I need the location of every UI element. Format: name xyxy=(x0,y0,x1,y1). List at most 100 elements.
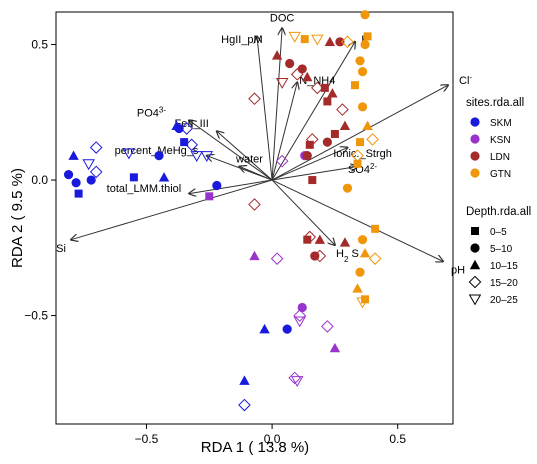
vector-arrow xyxy=(189,179,273,194)
data-point xyxy=(158,172,170,182)
data-point xyxy=(322,137,332,147)
legend-marker xyxy=(470,117,480,127)
legend-marker xyxy=(471,227,479,235)
data-point xyxy=(360,10,370,20)
data-point xyxy=(355,56,365,66)
vector-label: DOC xyxy=(270,12,295,24)
vector-label: SO42- xyxy=(348,162,377,177)
legend-title-depth: Depth.rda.all xyxy=(466,206,531,218)
data-point xyxy=(357,102,368,112)
legend-label: GTN xyxy=(490,169,511,180)
vector-arrow xyxy=(257,36,273,181)
data-point xyxy=(330,129,339,138)
vectors: DOCHgII_pMKCl-N_NH4PO43-FeII_IIIpercent_… xyxy=(56,12,472,276)
data-point xyxy=(300,35,309,44)
axes: −0.5 0.0 0.5 −0.5 0.0 0.5 xyxy=(24,38,406,446)
data-point xyxy=(248,92,261,106)
legend-label: 0–5 xyxy=(490,227,507,238)
data-point xyxy=(368,252,382,265)
legend: sites.rda.all SKM KSN LDN GTN Depth.rda.all 0–… xyxy=(466,97,531,306)
data-point xyxy=(360,39,370,50)
legend-marker xyxy=(470,151,480,161)
data-point xyxy=(314,234,326,244)
vector-label: pH xyxy=(451,265,465,277)
data-point xyxy=(122,148,136,160)
data-point xyxy=(238,398,251,412)
data-point xyxy=(249,250,260,261)
data-point xyxy=(356,138,365,147)
vector-label: PO43- xyxy=(137,105,166,120)
data-point xyxy=(282,324,292,334)
data-point xyxy=(275,77,289,89)
data-point xyxy=(351,81,360,90)
data-point xyxy=(174,123,184,134)
vector-arrow xyxy=(271,28,282,181)
data-point xyxy=(212,180,222,191)
vector-label: total_LMM.thiol xyxy=(107,183,182,195)
data-point xyxy=(308,176,317,185)
data-point xyxy=(290,376,304,388)
legend-label: 10–15 xyxy=(490,261,518,272)
legend-label: SKM xyxy=(490,118,512,129)
data-point xyxy=(321,320,334,333)
data-point xyxy=(239,375,250,385)
data-point xyxy=(180,138,189,147)
data-point xyxy=(311,34,324,46)
plot-frame xyxy=(55,11,454,425)
legend-title-sites: sites.rda.all xyxy=(466,97,524,109)
data-point xyxy=(339,120,351,131)
data-point xyxy=(259,323,270,334)
data-point xyxy=(324,36,336,47)
data-point xyxy=(342,183,353,193)
data-point xyxy=(89,141,103,154)
data-point xyxy=(327,88,338,98)
data-point xyxy=(129,173,138,182)
legend-label: KSN xyxy=(490,135,511,146)
legend-marker xyxy=(468,275,482,289)
vector-arrow xyxy=(271,179,443,261)
data-point xyxy=(86,175,96,185)
data-point xyxy=(248,198,261,211)
vector-arrow xyxy=(271,85,448,181)
legend-label: 20–25 xyxy=(490,295,518,306)
legend-marker xyxy=(470,168,480,178)
data-point xyxy=(297,64,307,74)
data-point xyxy=(336,103,349,116)
vector-label: Ionic._Strgh xyxy=(333,148,392,160)
data-point xyxy=(154,151,164,161)
y-axis-title: RDA 2 ( 9.5 %) xyxy=(9,168,26,268)
legend-label: LDN xyxy=(490,152,510,163)
vector-label: HgII_pM xyxy=(221,34,263,46)
data-point xyxy=(190,151,203,163)
data-point xyxy=(275,154,289,168)
legend-marker xyxy=(470,134,480,144)
y-tick-label: 0.5 xyxy=(31,38,48,52)
vector-arrow xyxy=(271,179,335,245)
data-point xyxy=(74,189,83,198)
vector-arrow xyxy=(271,148,347,181)
data-point xyxy=(357,235,368,245)
y-tick-label: 0.0 xyxy=(31,173,48,187)
vector-label: H2 S xyxy=(336,248,359,264)
data-point xyxy=(293,316,306,328)
legend-marker xyxy=(468,294,482,306)
x-tick-label: 0.5 xyxy=(389,432,406,446)
data-point xyxy=(361,295,370,304)
data-point xyxy=(341,35,354,49)
vector-label: percent_MeHg_s xyxy=(115,145,199,157)
vector-label: Cl- xyxy=(459,72,472,87)
vector-label: water xyxy=(235,153,263,165)
vector-arrow xyxy=(272,167,357,181)
data-point xyxy=(302,71,313,82)
x-tick-label: −0.5 xyxy=(135,432,159,446)
vector-arrow xyxy=(217,131,273,181)
data-point xyxy=(329,342,341,353)
y-tick-label: −0.5 xyxy=(24,309,48,323)
points xyxy=(63,10,382,412)
data-point xyxy=(366,133,379,146)
vector-arrow xyxy=(239,167,273,181)
data-point xyxy=(68,150,79,160)
data-point xyxy=(288,31,301,43)
data-point xyxy=(357,67,368,77)
